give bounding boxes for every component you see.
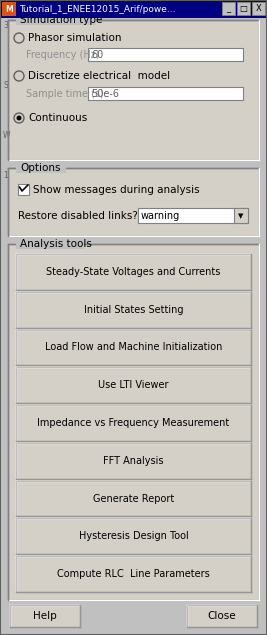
- Bar: [88, 87, 243, 100]
- Bar: [16, 291, 251, 328]
- Text: Discretize electrical  model: Discretize electrical model: [28, 71, 170, 81]
- Bar: [16, 443, 251, 479]
- Text: Close: Close: [208, 611, 236, 621]
- Text: 50e-6: 50e-6: [91, 89, 119, 99]
- Bar: [234, 208, 248, 223]
- Bar: [16, 556, 251, 592]
- Bar: [16, 291, 251, 328]
- Text: 60: 60: [91, 50, 103, 60]
- Bar: [16, 556, 251, 592]
- Bar: [88, 48, 243, 61]
- Text: 3: 3: [3, 21, 8, 30]
- Text: □: □: [239, 4, 248, 13]
- Bar: [16, 254, 251, 290]
- Bar: [138, 208, 248, 223]
- Text: Simulation type: Simulation type: [20, 15, 102, 25]
- Bar: [16, 405, 251, 441]
- Bar: [16, 15, 96, 25]
- Text: Phasor simulation: Phasor simulation: [28, 33, 121, 43]
- Bar: [16, 481, 251, 516]
- Bar: [187, 605, 257, 627]
- Bar: [252, 2, 265, 15]
- Text: FFT Analysis: FFT Analysis: [103, 456, 164, 466]
- Text: X: X: [256, 4, 261, 13]
- Bar: [16, 254, 251, 290]
- Text: Hysteresis Design Tool: Hysteresis Design Tool: [78, 531, 189, 541]
- Text: Sample time (s):: Sample time (s):: [26, 89, 107, 99]
- Bar: [222, 2, 235, 15]
- Bar: [16, 443, 251, 479]
- Bar: [16, 163, 66, 173]
- Text: ▼: ▼: [238, 213, 244, 219]
- Text: _: _: [226, 4, 231, 13]
- Bar: [8, 244, 259, 600]
- Bar: [0, 0, 267, 18]
- Text: Use LTI Viewer: Use LTI Viewer: [98, 380, 169, 391]
- Text: Steady-State Voltages and Currents: Steady-State Voltages and Currents: [46, 267, 221, 277]
- Bar: [2, 2, 16, 16]
- Bar: [16, 239, 84, 249]
- Text: Help: Help: [33, 611, 57, 621]
- Bar: [16, 367, 251, 403]
- Bar: [16, 367, 251, 403]
- Text: S: S: [3, 81, 8, 90]
- Text: M: M: [5, 4, 13, 13]
- Text: Initial States Setting: Initial States Setting: [84, 305, 183, 315]
- Text: Impedance vs Frequency Measurement: Impedance vs Frequency Measurement: [37, 418, 230, 428]
- Bar: [8, 20, 259, 160]
- Bar: [187, 605, 257, 627]
- Text: Generate Report: Generate Report: [93, 493, 174, 504]
- Text: 1: 1: [3, 171, 8, 180]
- Bar: [237, 2, 250, 15]
- Bar: [16, 518, 251, 554]
- Text: Show messages during analysis: Show messages during analysis: [33, 185, 200, 195]
- Text: warning: warning: [141, 211, 180, 221]
- Text: Analysis tools: Analysis tools: [20, 239, 92, 249]
- Text: Frequency (Hz):: Frequency (Hz):: [26, 50, 103, 60]
- Bar: [16, 330, 251, 365]
- Bar: [16, 405, 251, 441]
- Bar: [16, 518, 251, 554]
- Text: Continuous: Continuous: [28, 113, 87, 123]
- Bar: [18, 184, 29, 195]
- Bar: [16, 481, 251, 516]
- Text: W: W: [3, 131, 10, 140]
- Text: Options: Options: [20, 163, 61, 173]
- Circle shape: [17, 116, 22, 121]
- Text: Tutorial_1_ENEE12015_Arif/powe...: Tutorial_1_ENEE12015_Arif/powe...: [19, 4, 175, 13]
- Bar: [10, 605, 80, 627]
- Text: Compute RLC  Line Parameters: Compute RLC Line Parameters: [57, 569, 210, 579]
- Text: Restore disabled links?: Restore disabled links?: [18, 211, 138, 221]
- Bar: [16, 330, 251, 365]
- Bar: [8, 168, 259, 236]
- Bar: [10, 605, 80, 627]
- Text: Load Flow and Machine Initialization: Load Flow and Machine Initialization: [45, 342, 222, 352]
